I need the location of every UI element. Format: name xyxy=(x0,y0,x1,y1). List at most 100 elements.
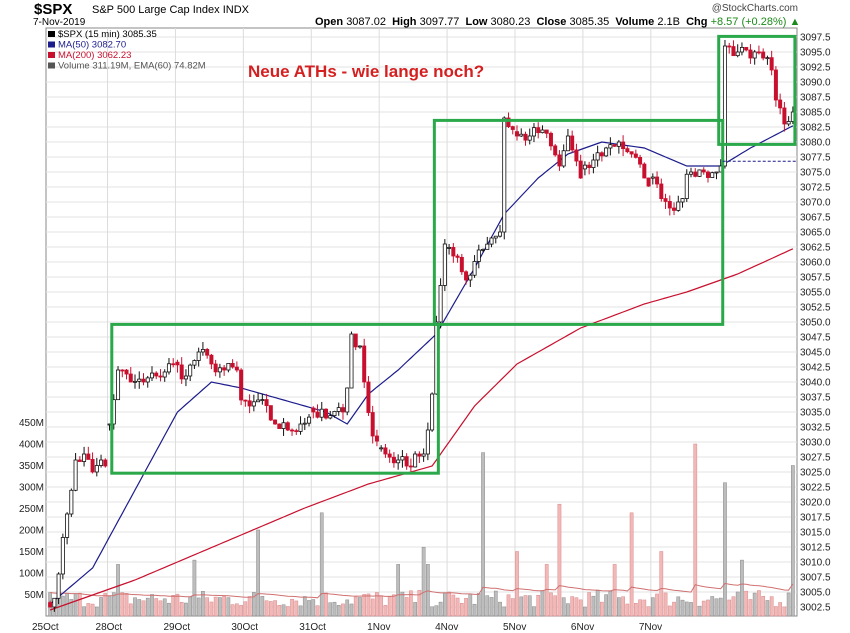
high-label: High xyxy=(392,16,417,28)
candle-body xyxy=(502,117,507,233)
candle-body xyxy=(77,459,82,462)
price-tick-label: 3097.5 xyxy=(800,33,831,44)
volume-bar xyxy=(375,592,379,617)
candle-body xyxy=(519,133,524,137)
volume-bar xyxy=(769,596,774,617)
volume-bar xyxy=(179,602,184,617)
candle-body xyxy=(94,465,99,473)
price-tick-label: 3082.5 xyxy=(800,123,831,134)
volume-bar xyxy=(260,596,265,617)
volume-bar xyxy=(748,599,753,617)
volume-bar xyxy=(90,603,95,617)
volume-bar xyxy=(116,564,120,617)
candle-body xyxy=(468,274,473,281)
volume-bar xyxy=(451,594,456,617)
candle-body xyxy=(60,537,65,575)
volume-bar xyxy=(86,603,91,617)
high-value: 3097.77 xyxy=(419,16,460,28)
volume-tick-label: 400M xyxy=(19,440,44,451)
candle-body xyxy=(638,157,643,165)
volume-bar xyxy=(459,603,464,617)
candle-body xyxy=(196,351,201,361)
price-tick-label: 3062.5 xyxy=(800,243,831,254)
candle-body xyxy=(574,149,579,162)
candle-body xyxy=(145,377,150,383)
volume-bar xyxy=(145,597,150,617)
symbol: $SPX xyxy=(34,1,73,18)
candle-body xyxy=(116,369,121,401)
candle-body xyxy=(340,407,345,413)
legend-entry: Volume 311.19M, EMA(60) 74.82M xyxy=(58,61,206,72)
time-tick-label: 31Oct xyxy=(299,622,326,633)
candle-body xyxy=(739,47,744,53)
candle-body xyxy=(277,423,282,429)
volume-bar xyxy=(205,597,210,617)
volume-bar xyxy=(264,600,269,617)
candle-body xyxy=(154,372,159,377)
time-tick-label: 1Nov xyxy=(367,622,390,633)
candle-body xyxy=(514,131,519,137)
candle-body xyxy=(604,147,609,157)
volume-bar xyxy=(468,593,473,617)
chg-label: Chg xyxy=(686,16,708,28)
price-tick-label: 3002.5 xyxy=(800,603,831,614)
candle-body xyxy=(459,256,464,273)
price-tick-label: 3087.5 xyxy=(800,93,831,104)
candle-body xyxy=(727,45,732,48)
candle-body xyxy=(672,207,677,211)
volume-bar xyxy=(413,602,417,617)
candle-body xyxy=(493,235,498,239)
volume-bar xyxy=(621,596,625,617)
volume-ema-line xyxy=(50,582,794,599)
candle-body xyxy=(328,415,333,419)
candle-body xyxy=(540,129,545,134)
volume-bar xyxy=(455,597,460,617)
candle-body xyxy=(476,249,481,262)
candle-body xyxy=(82,453,87,462)
volume-tick-label: 350M xyxy=(19,461,44,472)
chg-value: +8.57 (+0.28%) xyxy=(710,16,787,28)
annotation-text: Neue ATHs - wie lange noch? xyxy=(248,62,484,81)
candle-body xyxy=(680,198,685,203)
volume-bar xyxy=(472,603,477,617)
volume-bar xyxy=(298,605,303,617)
volume-bar xyxy=(774,606,778,617)
volume-bar xyxy=(128,603,133,617)
volume-ema-path xyxy=(50,582,794,599)
volume-bar xyxy=(319,512,324,617)
candle-body xyxy=(786,121,791,125)
volume-bar xyxy=(196,597,201,617)
volume-bars xyxy=(48,443,795,617)
candle-body xyxy=(595,152,600,161)
volume-bar xyxy=(120,592,125,617)
volume-bar xyxy=(154,598,159,617)
candle-body xyxy=(489,237,494,245)
candle-body xyxy=(260,399,265,401)
legend-entry: MA(200) 3062.23 xyxy=(58,50,131,61)
price-tick-label: 3090.0 xyxy=(800,78,831,89)
volume-bar xyxy=(285,606,290,617)
price-tick-label: 3075.0 xyxy=(800,168,831,179)
close-label: Close xyxy=(536,16,567,28)
candle-body xyxy=(264,399,269,407)
volume-bar xyxy=(409,590,413,617)
volume-bar xyxy=(251,592,256,617)
index-description: S&P 500 Large Cap Index INDX xyxy=(92,4,249,16)
candle-body xyxy=(531,127,536,137)
candle-body xyxy=(285,422,290,431)
volume-bar xyxy=(328,602,333,617)
volume-bar xyxy=(481,452,485,617)
candle-body xyxy=(86,453,91,460)
volume-bar xyxy=(629,512,634,617)
candle-body xyxy=(421,453,426,457)
candle-body xyxy=(629,151,634,155)
volume-bar xyxy=(655,593,659,617)
volume-bar xyxy=(111,592,116,617)
volume-bar xyxy=(430,606,434,617)
description: S&P 500 Large Cap Index xyxy=(92,4,220,16)
price-tick-label: 3045.0 xyxy=(800,348,831,359)
candle-body xyxy=(650,176,655,179)
price-tick-label: 3027.5 xyxy=(800,453,831,464)
volume-bar xyxy=(489,597,494,617)
